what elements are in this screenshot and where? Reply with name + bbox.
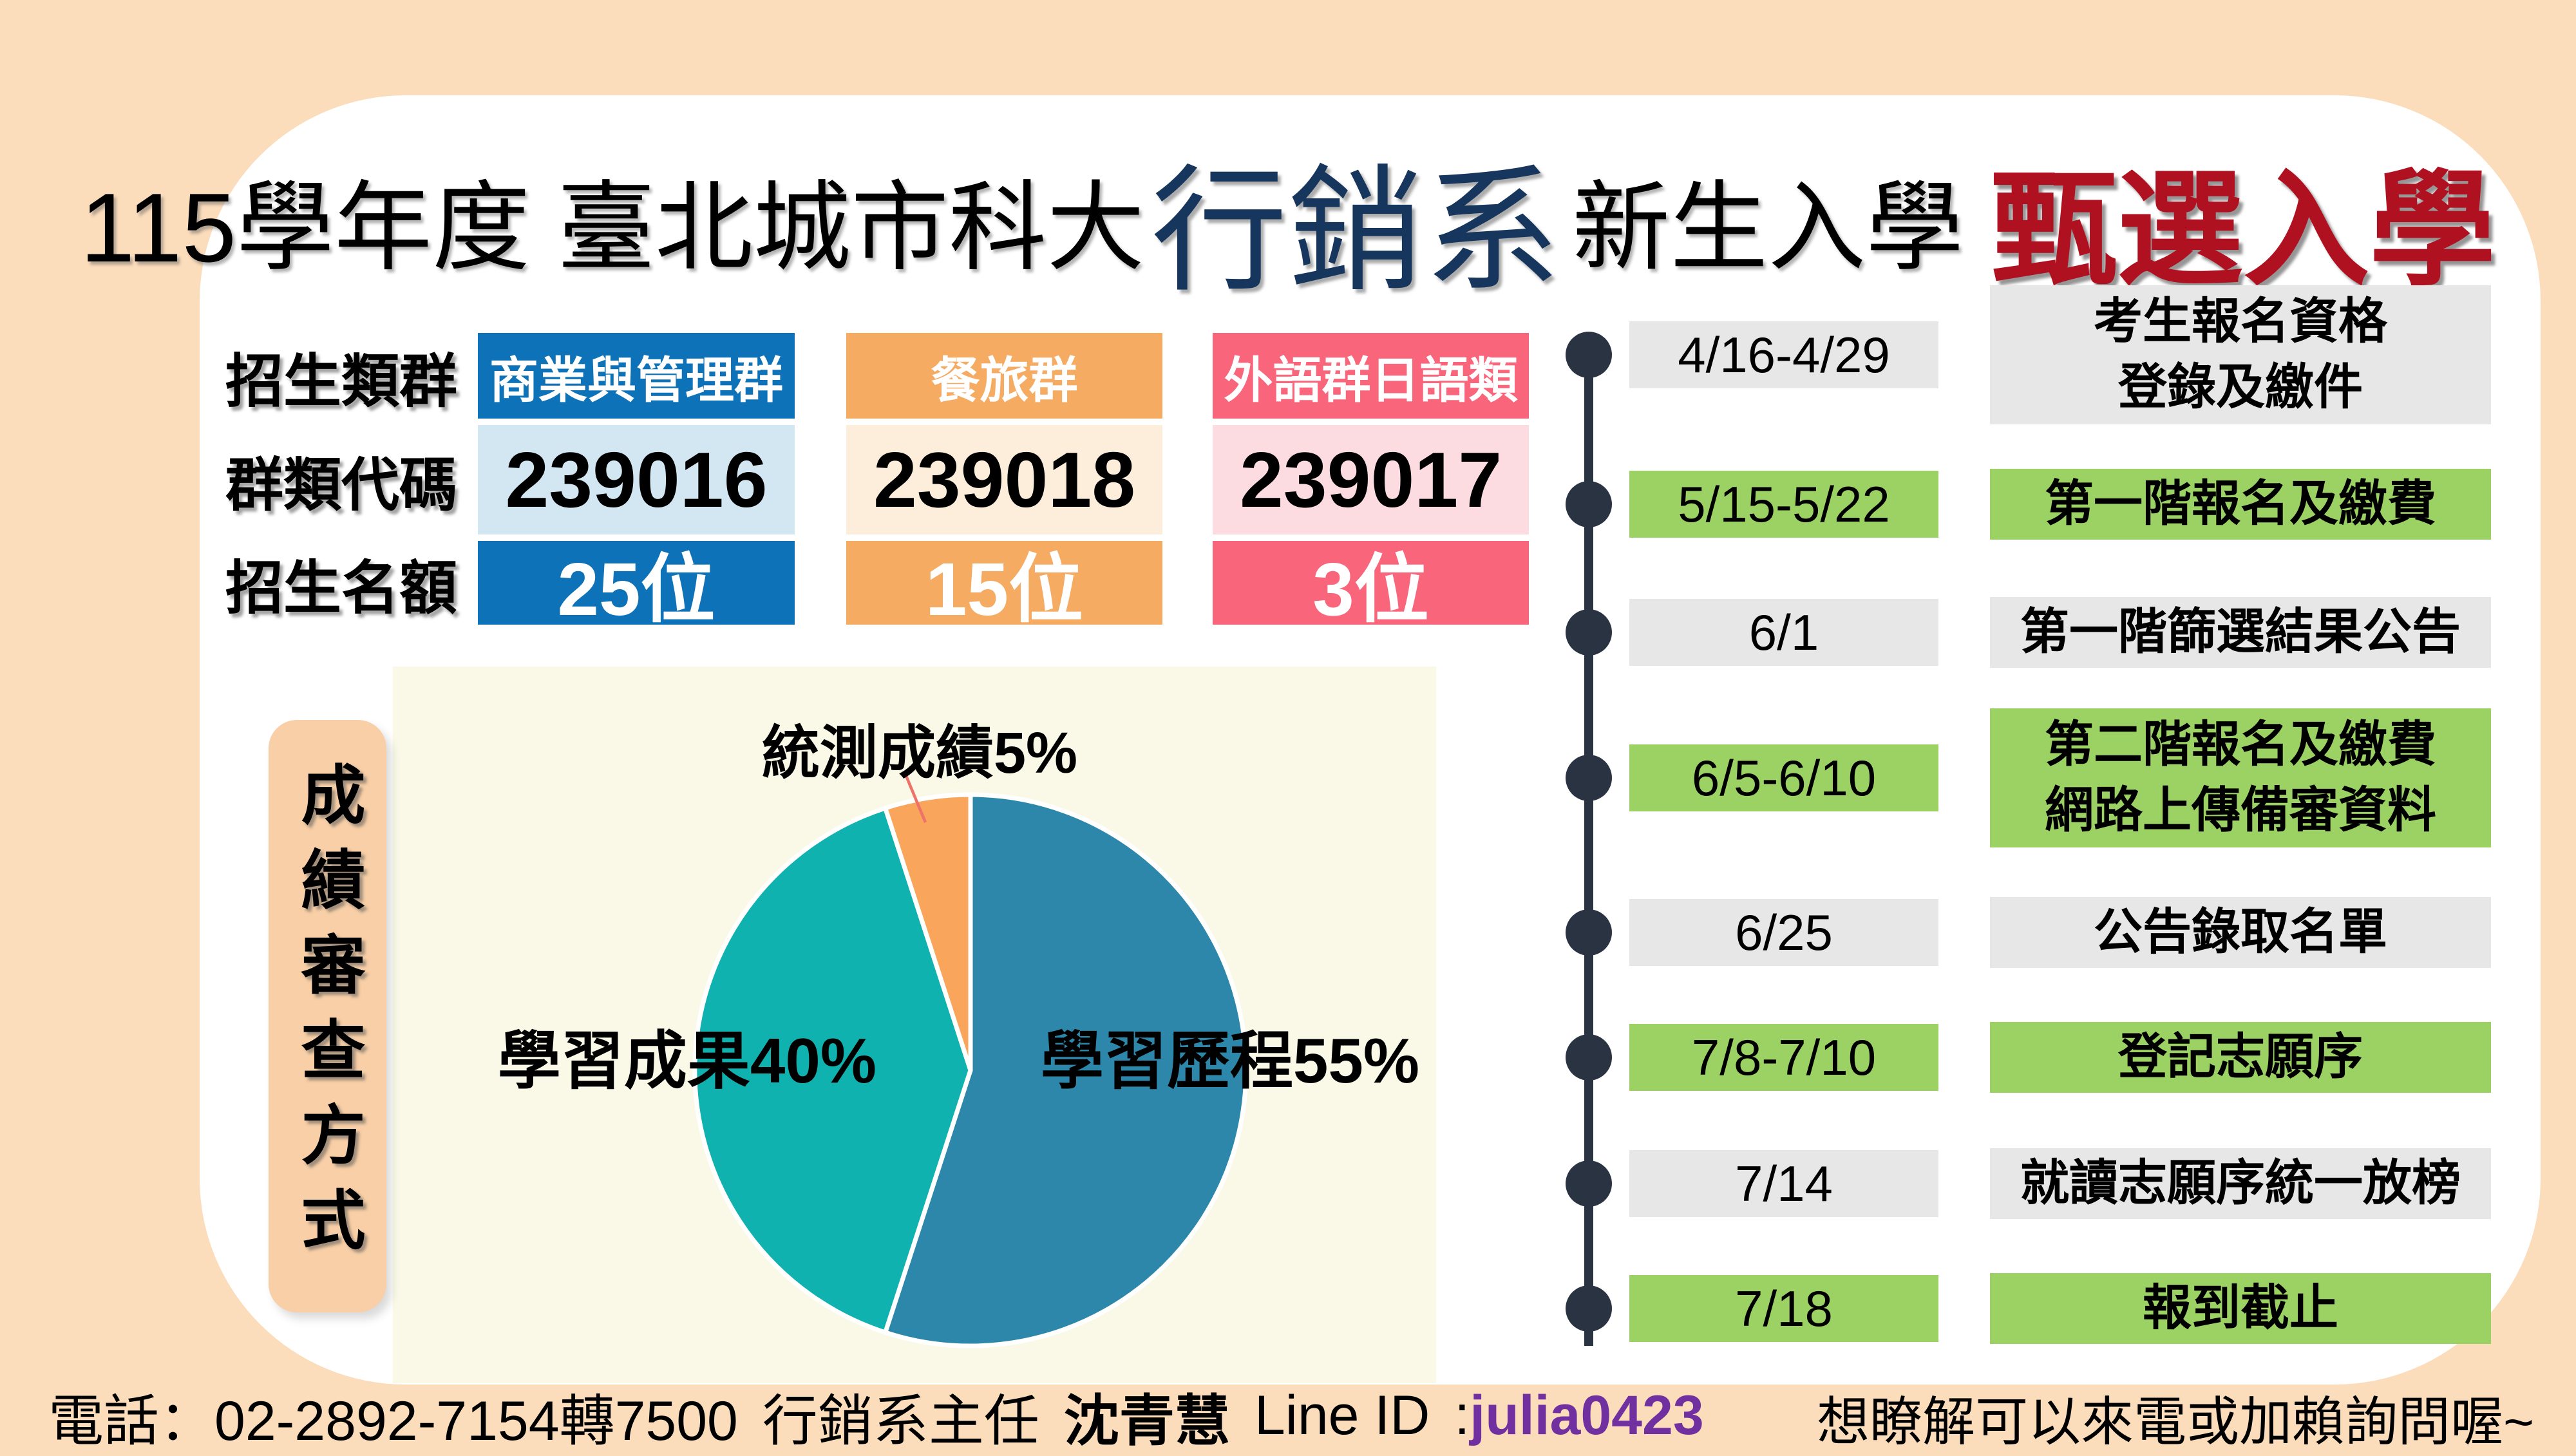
code-japanese: 239017: [1213, 425, 1529, 534]
pie-label-learning-portfolio: 學習歷程55%: [1040, 1025, 1420, 1096]
code-hospitality: 239018: [846, 425, 1162, 534]
title-admission-type: 甄選入學: [1991, 159, 2496, 301]
pie-slice-學習歷程: [882, 792, 1249, 1348]
title-freshman: 新生入學: [1572, 173, 1964, 283]
timeline-event: 就讀志願序統一放榜: [1990, 1148, 2491, 1219]
footer-contact: 電話：02-2892-7154轉7500 行銷系主任 沈青慧 Line ID :…: [48, 1383, 1704, 1452]
title-department: 行銷系: [1151, 154, 1561, 307]
score-review-label: 成績審查方式: [269, 720, 386, 1312]
footer-line-id: julia0423: [1470, 1384, 1704, 1446]
row-label-code: 群類代碼: [225, 453, 457, 518]
group-header-japanese: 外語群日語類: [1213, 333, 1529, 419]
footer-colon: :: [1454, 1384, 1470, 1446]
timeline-date: 6/1: [1629, 599, 1938, 666]
footer-dept-role: 行銷系主任: [762, 1390, 1039, 1452]
pie-leader-line: [903, 772, 927, 823]
timeline-event: 第一階報名及繳費: [1990, 469, 2491, 540]
timeline-date: 7/8-7/10: [1629, 1024, 1938, 1091]
timeline-date: 5/15-5/22: [1629, 471, 1938, 538]
timeline-event: 第一階篩選結果公告: [1990, 597, 2491, 668]
title-year-school: 115學年度 臺北城市科大: [80, 173, 1145, 283]
pie-slice-學習成果: [692, 805, 973, 1336]
page-title: 115學年度 臺北城市科大 行銷系 新生入學 甄選入學: [0, 109, 2576, 328]
timeline-line: [1584, 348, 1593, 1346]
admission-table: 招生類群 商業與管理群 餐旅群 外語群日語類 群類代碼 239016 23901…: [216, 333, 1529, 631]
timeline-dot: [1566, 1034, 1612, 1081]
timeline-date: 4/16-4/29: [1629, 321, 1938, 388]
quota-hospitality: 15位: [846, 541, 1162, 631]
code-business: 239016: [478, 425, 795, 534]
timeline-date: 6/25: [1629, 899, 1938, 966]
footer-director-name: 沈青慧: [1063, 1390, 1230, 1452]
timeline-dot: [1566, 1160, 1612, 1207]
row-label-quota: 招生名額: [225, 556, 457, 621]
pie-slice-統測成績: [882, 792, 973, 1072]
timeline-event: 登記志願序: [1990, 1022, 2491, 1093]
pie-label-learning-outcome: 學習成果40%: [497, 1025, 877, 1096]
timeline-dot: [1566, 332, 1612, 378]
timeline-dot: [1566, 1285, 1612, 1332]
footer-phone: 電話：02-2892-7154轉7500: [48, 1390, 738, 1452]
timeline-event: 報到截止: [1990, 1273, 2491, 1344]
group-header-business: 商業與管理群: [478, 333, 795, 419]
timeline-date: 6/5-6/10: [1629, 744, 1938, 811]
timeline-date: 7/14: [1629, 1150, 1938, 1217]
row-label-group: 招生類群: [225, 349, 457, 414]
timeline-event: 考生報名資格 登錄及繳件: [1990, 285, 2491, 424]
quota-japanese: 3位: [1213, 541, 1529, 631]
pie-label-exam-score: 統測成績5%: [761, 721, 1078, 786]
timeline-dot: [1566, 909, 1612, 956]
footer-line-label: Line ID: [1254, 1384, 1430, 1446]
quota-business: 25位: [478, 541, 795, 631]
timeline-dot: [1566, 755, 1612, 801]
footer-note: 想瞭解可以來電或加賴詢問喔~: [1817, 1392, 2534, 1451]
timeline-event: 第二階報名及繳費 網路上傳備審資料: [1990, 708, 2491, 847]
timeline-event: 公告錄取名單: [1990, 897, 2491, 968]
pie-chart: [692, 772, 1249, 1348]
timeline-dot: [1566, 481, 1612, 527]
group-header-hospitality: 餐旅群: [846, 333, 1162, 419]
timeline-date: 7/18: [1629, 1275, 1938, 1342]
timeline-dot: [1566, 609, 1612, 656]
